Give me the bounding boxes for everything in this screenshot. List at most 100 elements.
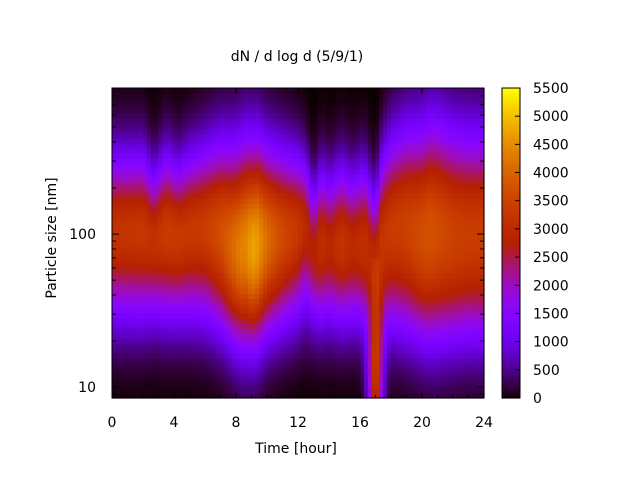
heatmap-cell [208, 323, 214, 329]
heatmap-cell [313, 368, 318, 374]
heatmap-cell [317, 348, 322, 354]
heatmap-cell [309, 123, 315, 129]
heatmap-cell [406, 143, 411, 149]
heatmap-cell [363, 183, 369, 189]
heatmap-cell [363, 148, 369, 154]
heatmap-cell [181, 383, 187, 389]
heatmap-cell [220, 93, 225, 99]
heatmap-cell [317, 383, 322, 389]
heatmap-cell [290, 273, 295, 279]
heatmap-cell [356, 243, 361, 249]
heatmap-cell [185, 213, 191, 219]
heatmap-cell [131, 363, 136, 369]
heatmap-cell [340, 168, 346, 174]
heatmap-cell [232, 253, 237, 259]
heatmap-cell [387, 373, 392, 379]
heatmap-cell [201, 98, 206, 104]
heatmap-cell [371, 188, 377, 194]
heatmap-cell [317, 303, 322, 309]
heatmap-cell [360, 338, 365, 344]
heatmap-cell [158, 393, 163, 399]
heatmap-cell [301, 273, 307, 279]
heatmap-cell [402, 278, 408, 284]
heatmap-cell [220, 133, 225, 139]
heatmap-cell [356, 328, 361, 334]
heatmap-cell [352, 193, 357, 199]
heatmap-cell [143, 158, 148, 164]
heatmap-cell [267, 178, 272, 184]
heatmap-cell [340, 183, 346, 189]
heatmap-cell [336, 248, 342, 254]
heatmap-cell [255, 208, 260, 214]
heatmap-cell [321, 103, 326, 109]
heatmap-cell [313, 188, 318, 194]
heatmap-cell [201, 168, 206, 174]
heatmap-cell [418, 388, 423, 394]
heatmap-cell [406, 168, 411, 174]
heatmap-cell [197, 343, 202, 349]
heatmap-cell [356, 298, 361, 304]
heatmap-cell [305, 343, 311, 349]
heatmap-cell [177, 208, 183, 214]
heatmap-cell [282, 298, 287, 304]
heatmap-cell [360, 223, 365, 229]
heatmap-cell [274, 218, 280, 224]
heatmap-cell [414, 213, 419, 219]
heatmap-cell [220, 103, 225, 109]
heatmap-cell [294, 333, 299, 339]
heatmap-cell [158, 343, 163, 349]
heatmap-cell [162, 233, 167, 239]
heatmap-cell [131, 173, 136, 179]
heatmap-cell [360, 348, 365, 354]
heatmap-cell [270, 243, 276, 249]
heatmap-cell [127, 293, 132, 299]
heatmap-cell [336, 183, 342, 189]
heatmap-cell [290, 158, 295, 164]
heatmap-cell [181, 378, 187, 384]
heatmap-cell [236, 163, 241, 169]
heatmap-cell [232, 278, 237, 284]
heatmap-cell [174, 123, 179, 129]
heatmap-cell [305, 393, 311, 399]
heatmap-cell [391, 173, 396, 179]
heatmap-cell [150, 373, 156, 379]
heatmap-cell [131, 253, 136, 259]
heatmap-cell [356, 198, 361, 204]
heatmap-cell [150, 318, 156, 324]
heatmap-cell [360, 268, 365, 274]
heatmap-cell [367, 248, 373, 254]
heatmap-cell [387, 143, 392, 149]
heatmap-cell [236, 328, 241, 334]
heatmap-cell [317, 223, 322, 229]
heatmap-cell [185, 208, 191, 214]
heatmap-cell [418, 203, 423, 209]
heatmap-cell [208, 88, 214, 94]
heatmap-cell [418, 223, 423, 229]
heatmap-cell [290, 203, 295, 209]
heatmap-cell [224, 153, 229, 159]
heatmap-cell [115, 278, 121, 284]
heatmap-cell [298, 198, 303, 204]
heatmap-cell [282, 358, 287, 364]
heatmap-cell [220, 363, 225, 369]
heatmap-cell [274, 253, 280, 259]
heatmap-cell [305, 223, 311, 229]
heatmap-cell [177, 273, 183, 279]
heatmap-cell [363, 128, 369, 134]
heatmap-cell [309, 368, 315, 374]
heatmap-cell [418, 148, 423, 154]
heatmap-cell [294, 183, 299, 189]
heatmap-cell [239, 243, 245, 249]
heatmap-cell [414, 273, 419, 279]
heatmap-cell [402, 348, 408, 354]
heatmap-cell [150, 98, 156, 104]
heatmap-cell [232, 338, 237, 344]
heatmap-cell [410, 193, 415, 199]
heatmap-cell [332, 368, 338, 374]
heatmap-cell [294, 123, 299, 129]
heatmap-cell [356, 218, 361, 224]
heatmap-cell [220, 258, 225, 264]
heatmap-cell [228, 313, 233, 319]
heatmap-cell [267, 273, 272, 279]
heatmap-cell [348, 113, 353, 119]
